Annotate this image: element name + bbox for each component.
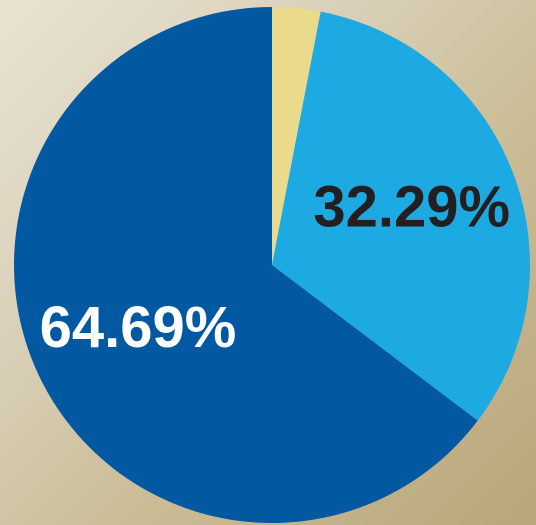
data-label: 32.29% — [313, 175, 510, 240]
data-label: 64.69% — [40, 295, 237, 360]
chart: 32.29% 64.69% — [0, 0, 536, 525]
page: 32.29%64.69% (() => { const data = JSON.… — [0, 0, 536, 525]
